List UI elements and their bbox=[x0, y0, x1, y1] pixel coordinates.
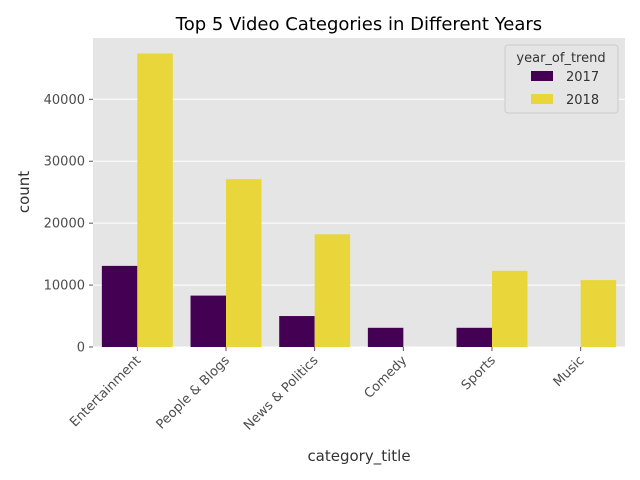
x-tick-label: Sports bbox=[459, 353, 499, 393]
bar-2018-0 bbox=[137, 53, 173, 348]
legend-label-2017: 2017 bbox=[566, 70, 599, 85]
y-tick-label: 10000 bbox=[44, 279, 85, 294]
bar-2018-2 bbox=[314, 234, 351, 347]
bar-2017-4 bbox=[456, 327, 492, 347]
legend-swatch-2017 bbox=[531, 71, 553, 81]
grid-lines bbox=[93, 98, 625, 348]
x-tick-label: Entertainment bbox=[67, 353, 144, 430]
y-axis: 0 10000 20000 30000 40000 bbox=[44, 93, 93, 356]
x-tick-label: People & Blogs bbox=[154, 353, 233, 432]
legend-swatch-2018 bbox=[531, 94, 553, 104]
bar-2017-1 bbox=[190, 295, 226, 347]
bar-2017-0 bbox=[101, 265, 138, 347]
y-tick-label: 40000 bbox=[44, 93, 85, 108]
bar-2017-3 bbox=[367, 327, 404, 347]
y-axis-label: count bbox=[15, 171, 33, 213]
x-tick-label: Music bbox=[551, 353, 588, 390]
bar-2017-2 bbox=[279, 316, 315, 347]
y-tick-label: 30000 bbox=[44, 155, 85, 170]
legend-title: year_of_trend bbox=[516, 51, 605, 66]
bar-2018-4 bbox=[492, 270, 528, 347]
x-tick-label: News & Politics bbox=[241, 353, 322, 434]
legend: year_of_trend 2017 2018 bbox=[504, 44, 619, 114]
bar-2018-5 bbox=[580, 280, 617, 347]
x-axis: Entertainment People & Blogs News & Politi… bbox=[67, 347, 587, 434]
legend-label-2018: 2018 bbox=[566, 93, 599, 108]
x-tick-label: Comedy bbox=[362, 353, 411, 402]
bar-2018-1 bbox=[226, 179, 262, 347]
x-axis-label: category_title bbox=[307, 447, 410, 466]
chart-title: Top 5 Video Categories in Different Year… bbox=[175, 14, 542, 35]
y-tick-label: 0 bbox=[77, 341, 85, 356]
bars bbox=[101, 53, 617, 348]
y-tick-label: 20000 bbox=[44, 217, 85, 232]
